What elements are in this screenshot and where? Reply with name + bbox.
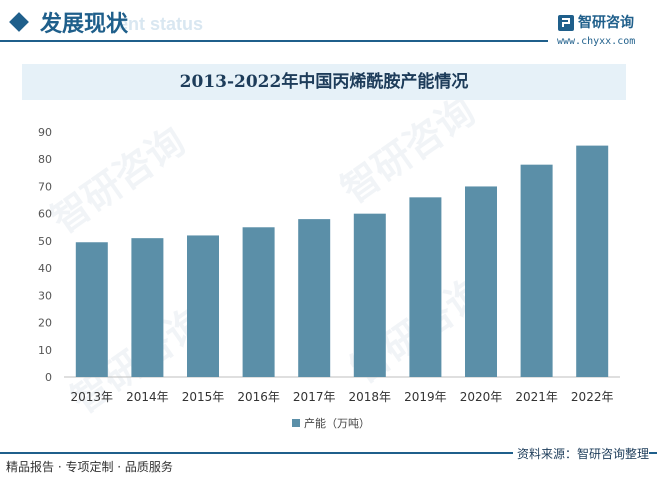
diamond-icon bbox=[9, 12, 29, 32]
y-tick-label: 40 bbox=[38, 262, 52, 275]
header-subtitle: ent status bbox=[118, 14, 204, 34]
y-tick-label: 80 bbox=[38, 153, 52, 166]
footer-divider bbox=[0, 452, 657, 454]
x-tick-label: 2022年 bbox=[571, 390, 614, 404]
bar bbox=[75, 242, 108, 377]
bar-chart: 0 10 20 30 40 50 60 70 80 90 2013年 2014年 2015年 2016年 2… bbox=[38, 126, 620, 430]
y-tick-label: 50 bbox=[38, 235, 52, 248]
logo-url: www.chyxx.com bbox=[557, 36, 636, 47]
x-tick-label: 2021年 bbox=[515, 390, 558, 404]
x-tick-label: 2013年 bbox=[71, 390, 114, 404]
source-note: 资料来源：智研咨询整理 bbox=[512, 445, 649, 462]
page-header: ent status 发展现状 智研咨询 www.chyxx.com bbox=[0, 0, 657, 52]
legend-swatch bbox=[292, 419, 300, 427]
bar bbox=[465, 186, 497, 377]
y-tick-label: 60 bbox=[38, 208, 52, 221]
y-tick-label: 70 bbox=[38, 180, 52, 193]
x-tick-label: 2017年 bbox=[293, 390, 336, 404]
x-tick-label: 2020年 bbox=[460, 390, 503, 404]
bar bbox=[409, 197, 442, 377]
legend-label: 产能（万吨） bbox=[304, 416, 370, 430]
bar bbox=[353, 213, 386, 377]
bar bbox=[187, 235, 219, 377]
y-tick-label: 20 bbox=[38, 317, 52, 330]
chart-title-band: 2013-2022年中国丙烯酰胺产能情况 bbox=[22, 64, 626, 100]
x-tick-label: 2014年 bbox=[126, 390, 169, 404]
logo-icon bbox=[558, 15, 574, 31]
bar bbox=[520, 164, 553, 377]
header-title: 发展现状 bbox=[40, 11, 129, 37]
y-tick-label: 0 bbox=[45, 371, 52, 384]
y-tick-label: 90 bbox=[38, 126, 52, 139]
y-tick-label: 10 bbox=[38, 344, 52, 357]
bar bbox=[242, 227, 275, 377]
y-tick-label: 30 bbox=[38, 289, 52, 302]
chart-title: 2013-2022年中国丙烯酰胺产能情况 bbox=[179, 72, 469, 92]
x-tick-label: 2016年 bbox=[237, 390, 280, 404]
x-tick-label: 2018年 bbox=[349, 390, 392, 404]
x-tick-label: 2019年 bbox=[404, 390, 447, 404]
logo-name: 智研咨询 bbox=[578, 15, 634, 31]
bar bbox=[131, 238, 164, 377]
bar bbox=[298, 219, 331, 377]
x-tick-label: 2015年 bbox=[182, 390, 225, 404]
bar bbox=[576, 145, 609, 377]
header-divider bbox=[0, 40, 548, 42]
footer-slogan: 精品报告 · 专项定制 · 品质服务 bbox=[6, 460, 173, 474]
